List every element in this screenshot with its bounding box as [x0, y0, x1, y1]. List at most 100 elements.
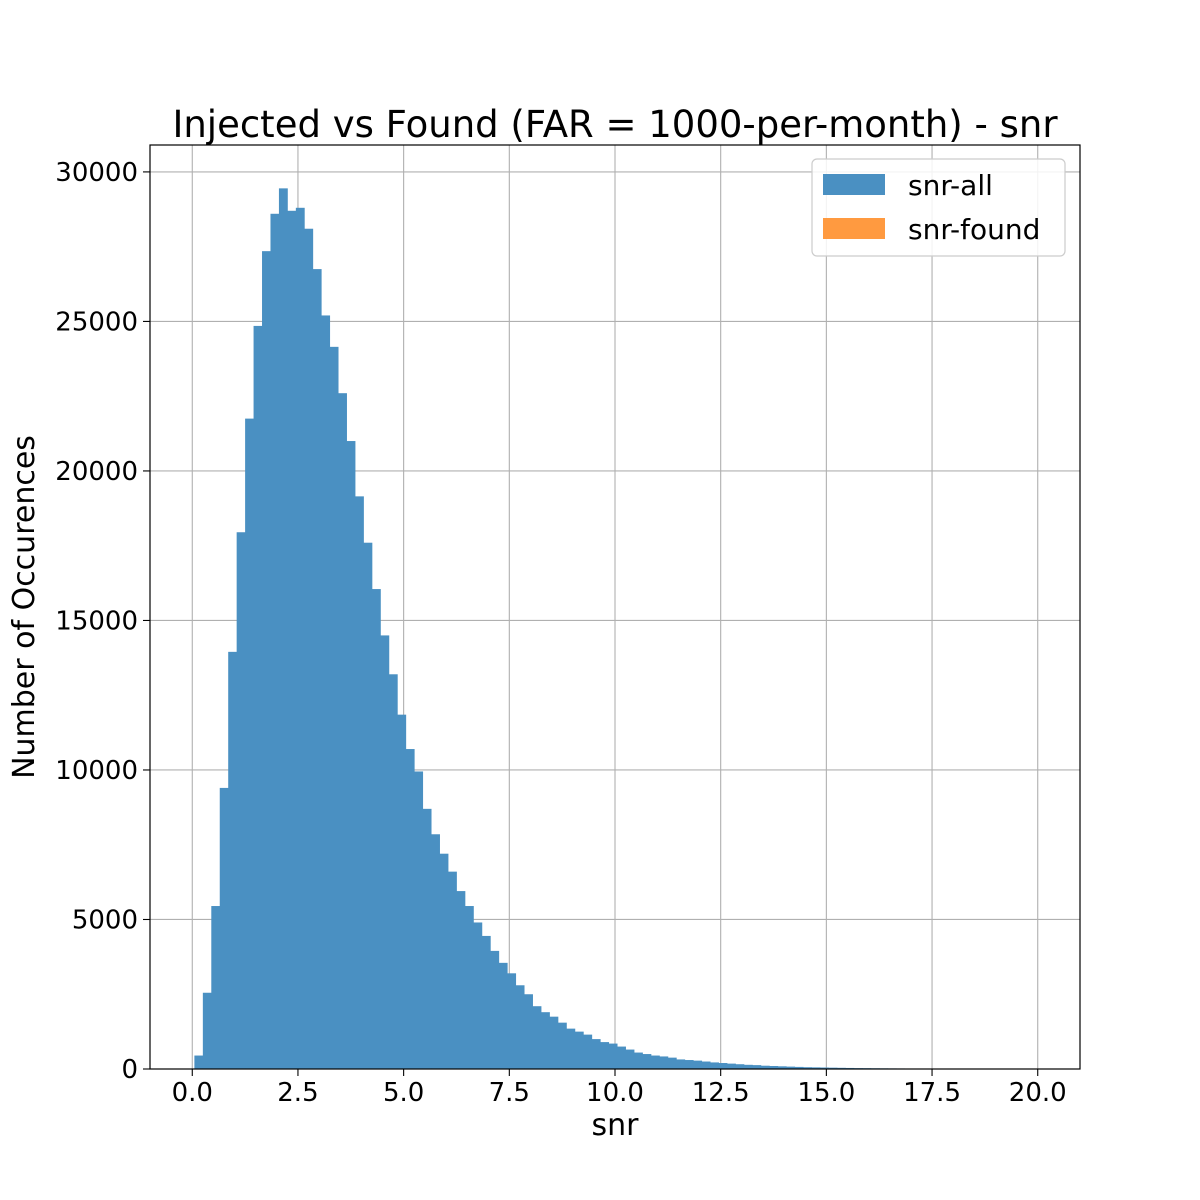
bar-snr-all-13: [304, 228, 314, 1069]
bar-snr-all-57: [676, 1059, 686, 1069]
y-tick-label: 30000: [55, 158, 138, 188]
bar-snr-all-31: [456, 891, 466, 1069]
x-tick-label: 17.5: [903, 1078, 961, 1108]
x-tick-label: 7.5: [489, 1078, 530, 1108]
bar-snr-all-32: [464, 906, 474, 1069]
bar-snr-all-25: [405, 749, 415, 1069]
x-axis-label: snr: [592, 1108, 640, 1143]
bar-snr-all-35: [490, 950, 500, 1069]
bar-snr-all-7: [253, 325, 263, 1070]
bar-snr-all-18: [346, 441, 356, 1070]
bar-snr-all-61: [710, 1062, 719, 1069]
bar-snr-all-23: [388, 674, 398, 1069]
bar-snr-all-74: [820, 1067, 829, 1069]
bar-snr-all-62: [718, 1063, 728, 1069]
bar-snr-all-16: [329, 346, 339, 1069]
bar-snr-all-33: [473, 922, 483, 1069]
y-axis-ticks: 0 5000 10000 15000 20000 25000 30000: [55, 158, 150, 1085]
x-tick-label: 10.0: [586, 1078, 644, 1108]
bar-snr-all-17: [338, 393, 347, 1069]
bar-snr-all-28: [431, 834, 440, 1069]
bar-snr-all-12: [295, 207, 305, 1069]
bar-snr-all-39: [524, 994, 533, 1069]
bar-snr-all-49: [608, 1043, 618, 1069]
bar-snr-all-48: [600, 1042, 610, 1069]
bar-snr-all-1: [202, 992, 212, 1069]
bar-snr-all-37: [507, 973, 517, 1069]
bar-snr-all-41: [541, 1012, 550, 1069]
bar-snr-all-42: [549, 1016, 559, 1069]
bar-snr-all-60: [701, 1061, 711, 1069]
bar-snr-all-26: [414, 771, 424, 1069]
y-tick-label: 25000: [55, 307, 138, 337]
bar-snr-all-8: [262, 251, 271, 1069]
bar-snr-all-43: [557, 1022, 567, 1069]
bar-snr-all-29: [439, 853, 449, 1069]
bar-snr-all-59: [693, 1060, 703, 1069]
bar-snr-all-58: [684, 1060, 694, 1069]
bar-snr-all-36: [498, 962, 508, 1069]
bar-snr-all-64: [735, 1064, 745, 1069]
legend-label-snr-found: snr-found: [908, 213, 1040, 246]
x-tick-label: 12.5: [692, 1078, 750, 1108]
bar-snr-all-5: [236, 532, 246, 1069]
bar-snr-all-50: [617, 1046, 626, 1069]
x-tick-label: 20.0: [1009, 1078, 1067, 1108]
bar-snr-all-15: [321, 315, 331, 1069]
bar-snr-all-71: [794, 1066, 804, 1069]
y-tick-label: 15000: [55, 606, 138, 636]
legend-label-snr-all: snr-all: [908, 169, 993, 202]
bar-snr-all-38: [515, 985, 525, 1069]
y-axis-label: Number of Occurences: [7, 435, 42, 779]
x-tick-label: 15.0: [797, 1078, 855, 1108]
histogram-bars: [194, 188, 1041, 1070]
bar-snr-all-72: [803, 1067, 812, 1069]
legend: snr-all snr-found: [811, 158, 1066, 257]
bar-snr-all-11: [287, 210, 297, 1070]
bar-snr-all-65: [743, 1064, 753, 1069]
x-axis-ticks: 0.0 2.5 5.0 7.5 10.0 12.5 15.0 17.5 20.0: [172, 1069, 1067, 1108]
legend-swatch-snr-found: [823, 218, 885, 239]
bar-snr-all-4: [228, 651, 238, 1069]
bar-snr-all-47: [591, 1039, 601, 1069]
bar-snr-all-44: [566, 1028, 576, 1069]
bar-snr-all-19: [355, 496, 364, 1069]
bar-snr-all-54: [650, 1055, 660, 1069]
bar-snr-all-22: [380, 635, 390, 1069]
bar-snr-all-73: [811, 1067, 821, 1069]
bar-snr-all-3: [219, 787, 229, 1069]
bar-snr-all-46: [583, 1034, 593, 1069]
x-tick-label: 5.0: [383, 1078, 424, 1108]
bar-snr-all-55: [659, 1056, 669, 1069]
bar-snr-all-56: [667, 1057, 677, 1069]
chart-title: Injected vs Found (FAR = 1000-per-month)…: [172, 103, 1058, 146]
bar-snr-all-69: [777, 1066, 787, 1069]
y-tick-label: 10000: [55, 756, 138, 786]
bar-snr-all-21: [371, 589, 381, 1069]
x-tick-label: 2.5: [277, 1078, 318, 1108]
bar-snr-all-14: [312, 269, 322, 1070]
bar-snr-all-45: [574, 1031, 584, 1069]
bar-snr-all-2: [211, 906, 221, 1069]
bar-snr-all-27: [422, 808, 432, 1069]
x-tick-label: 0.0: [172, 1078, 213, 1108]
bar-snr-all-51: [625, 1049, 635, 1069]
y-tick-label: 0: [121, 1055, 138, 1085]
bar-snr-all-67: [760, 1065, 770, 1069]
bar-snr-all-9: [270, 213, 280, 1069]
legend-swatch-snr-all: [823, 174, 885, 195]
bar-snr-all-6: [245, 418, 254, 1069]
bar-snr-all-52: [634, 1052, 643, 1069]
bar-snr-all-20: [363, 542, 373, 1069]
y-tick-label: 20000: [55, 457, 138, 487]
bar-snr-all-53: [642, 1054, 652, 1069]
y-tick-label: 5000: [72, 905, 138, 935]
bar-snr-all-30: [448, 871, 457, 1069]
bar-snr-all-75: [828, 1067, 838, 1069]
bar-snr-all-63: [727, 1063, 736, 1069]
bar-snr-all-0: [194, 1055, 204, 1069]
bar-snr-all-66: [752, 1065, 762, 1069]
bar-snr-all-24: [397, 714, 407, 1069]
bar-snr-all-10: [278, 188, 288, 1069]
bar-snr-all-68: [769, 1066, 779, 1069]
